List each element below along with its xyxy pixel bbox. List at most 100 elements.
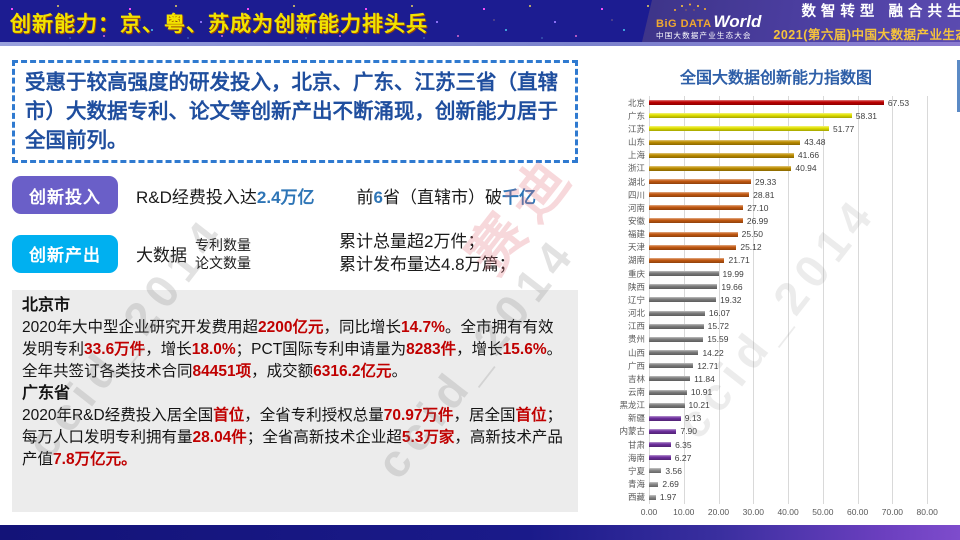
invest-statement-1: R&D经费投入达2.4万亿	[136, 183, 315, 208]
detail-panel: 北京市 2020年大中型企业研究开发费用超2200亿元，同比增长14.7%。全市…	[12, 290, 578, 512]
chart-plot-area: 北京 广东 江苏 山东 上海 浙江 湖北 四川 河南 安徽 福建 天津 湖南 重庆 陕西 辽宁 河北 江西 贵州 山西…	[597, 96, 955, 504]
category-label: 河北	[627, 308, 645, 319]
bar-value-label: 15.72	[707, 321, 729, 332]
bar-row: 15.72	[649, 320, 955, 333]
innovation-output-row: 创新产出 大数据 专利数量 论文数量 累计总量超2万件； 累计发布量达4.8万篇…	[12, 231, 516, 277]
category-label: 西藏	[627, 492, 645, 503]
category-label: 广西	[627, 360, 645, 371]
highlighted-value: 84451项	[192, 362, 252, 380]
bar	[649, 205, 744, 211]
gridline	[788, 96, 790, 504]
category-label: 青海	[627, 479, 645, 490]
highlighted-value: 8283件	[406, 340, 457, 358]
bar-value-label: 28.81	[753, 189, 775, 200]
bar	[649, 126, 830, 132]
category-label: 黑龙江	[619, 400, 645, 411]
bar-row: 40.94	[649, 162, 955, 175]
text-segment: ；全省高新技术企业超	[246, 428, 402, 446]
category-label: 福建	[627, 229, 645, 240]
highlighted-value: 千亿	[502, 187, 537, 207]
bar-value-label: 12.71	[697, 360, 719, 371]
bar	[649, 297, 717, 303]
bar-row: 1.97	[649, 491, 955, 504]
bar	[649, 152, 794, 158]
bar-row: 67.53	[649, 96, 955, 109]
text-segment: ，增长	[145, 340, 192, 358]
highlighted-value: 5.3万家	[401, 428, 455, 446]
bar-value-label: 21.71	[728, 255, 750, 266]
gridline	[822, 96, 824, 504]
event-title: 2021(第六届)中国大数据产业生态大会	[773, 27, 960, 42]
invest-statement-2: 前6省（直辖市）破千亿	[357, 183, 536, 208]
bar-row: 14.22	[649, 346, 955, 359]
highlighted-value: 15.6%	[502, 340, 547, 358]
bar	[649, 192, 750, 198]
bar-row: 41.66	[649, 149, 955, 162]
category-label: 北京	[627, 97, 645, 108]
text-segment: ，高新技术产品产值	[22, 428, 563, 468]
bar-row: 21.71	[649, 254, 955, 267]
gridline	[892, 96, 894, 504]
bar-value-label: 19.99	[722, 268, 744, 279]
bar-value-label: 3.56	[665, 465, 682, 476]
bar	[649, 389, 687, 395]
gridline	[753, 96, 755, 504]
bar-value-label: 51.77	[833, 123, 855, 134]
bar-value-label: 43.48	[804, 137, 826, 148]
bar	[649, 336, 704, 342]
innovation-index-chart: 全国大数据创新能力指数图 北京 广东 江苏 山东 上海 浙江 湖北 四川 河南 安徽 福建 天津 湖南重…	[597, 62, 955, 525]
bar-row: 2.69	[649, 478, 955, 491]
category-label: 新疆	[627, 413, 645, 424]
bar-value-label: 9.13	[684, 413, 702, 424]
category-label: 贵州	[627, 334, 645, 345]
page-title: 创新能力：京、粤、苏成为创新能力排头兵	[10, 13, 428, 36]
category-label: 甘肃	[627, 439, 645, 450]
bar	[649, 402, 685, 408]
category-label: 陕西	[627, 281, 645, 292]
axis-tick-label: 70.00	[881, 507, 904, 517]
bar	[649, 481, 659, 487]
category-label: 山东	[627, 137, 645, 148]
chart-category-labels: 北京 广东 江苏 山东 上海 浙江 湖北 四川 河南 安徽 福建 天津 湖南 重庆 陕西 辽宁 河北 江西 贵州 山西…	[597, 96, 649, 504]
bar	[649, 284, 718, 290]
header-brand-area: BiG DATA World 中国大数据产业生态大会 数智转型 融合共生 2021…	[642, 0, 960, 42]
intro-text: 受惠于较高强度的研发投入，北京、广东、江苏三省（直辖市）大数据专利、论文等创新产…	[25, 71, 558, 153]
intro-callout: 受惠于较高强度的研发投入，北京、广东、江苏三省（直辖市）大数据专利、论文等创新产…	[12, 60, 578, 164]
category-label: 海南	[627, 452, 645, 463]
gridline	[857, 96, 859, 504]
bar-row: 12.71	[649, 359, 955, 372]
bar-value-label: 6.27	[674, 452, 692, 463]
bar-rows: 67.53 58.31 51.77 43.48 41.66 40.94 29.33 28.81…	[649, 96, 955, 504]
bar	[649, 415, 681, 421]
axis-tick-label: 80.00	[916, 507, 938, 517]
bar-row: 58.31	[649, 109, 955, 122]
highlighted-value: 6	[373, 187, 384, 207]
bar-value-label: 27.10	[747, 202, 769, 213]
output-items: 专利数量 论文数量	[195, 236, 251, 272]
bar-value-label: 1.97	[659, 492, 677, 503]
bar-value-label: 29.33	[754, 176, 777, 187]
text-segment: ，全省专利授权总量	[244, 406, 384, 424]
axis-tick-label: 40.00	[777, 507, 799, 517]
category-label: 内蒙古	[619, 426, 645, 437]
output-results: 累计总量超2万件； 累计发布量达4.8万篇；	[339, 231, 516, 277]
bar-row: 25.50	[649, 228, 955, 241]
axis-tick-label: 60.00	[846, 507, 869, 517]
bar	[649, 271, 719, 277]
bar	[649, 376, 691, 382]
category-label: 河南	[627, 202, 645, 213]
category-label: 江西	[627, 321, 645, 332]
bar	[649, 363, 694, 369]
bar-row: 26.99	[649, 214, 955, 227]
beijing-paragraph: 2020年大中型企业研究开发费用超2200亿元，同比增长14.7%。全市拥有有效…	[22, 317, 568, 383]
text-segment: 2020年R&D经费投入居全国	[22, 406, 214, 424]
bar	[649, 257, 725, 263]
bar	[649, 468, 662, 474]
logo-subtitle: 中国大数据产业生态大会	[656, 30, 752, 40]
output-result-papers: 累计发布量达4.8万篇；	[339, 254, 516, 274]
bar-row: 3.56	[649, 464, 955, 477]
bar-value-label: 41.66	[797, 150, 820, 161]
bar-value-label: 15.59	[707, 334, 729, 345]
highlighted-value: 33.6万件	[84, 340, 146, 358]
